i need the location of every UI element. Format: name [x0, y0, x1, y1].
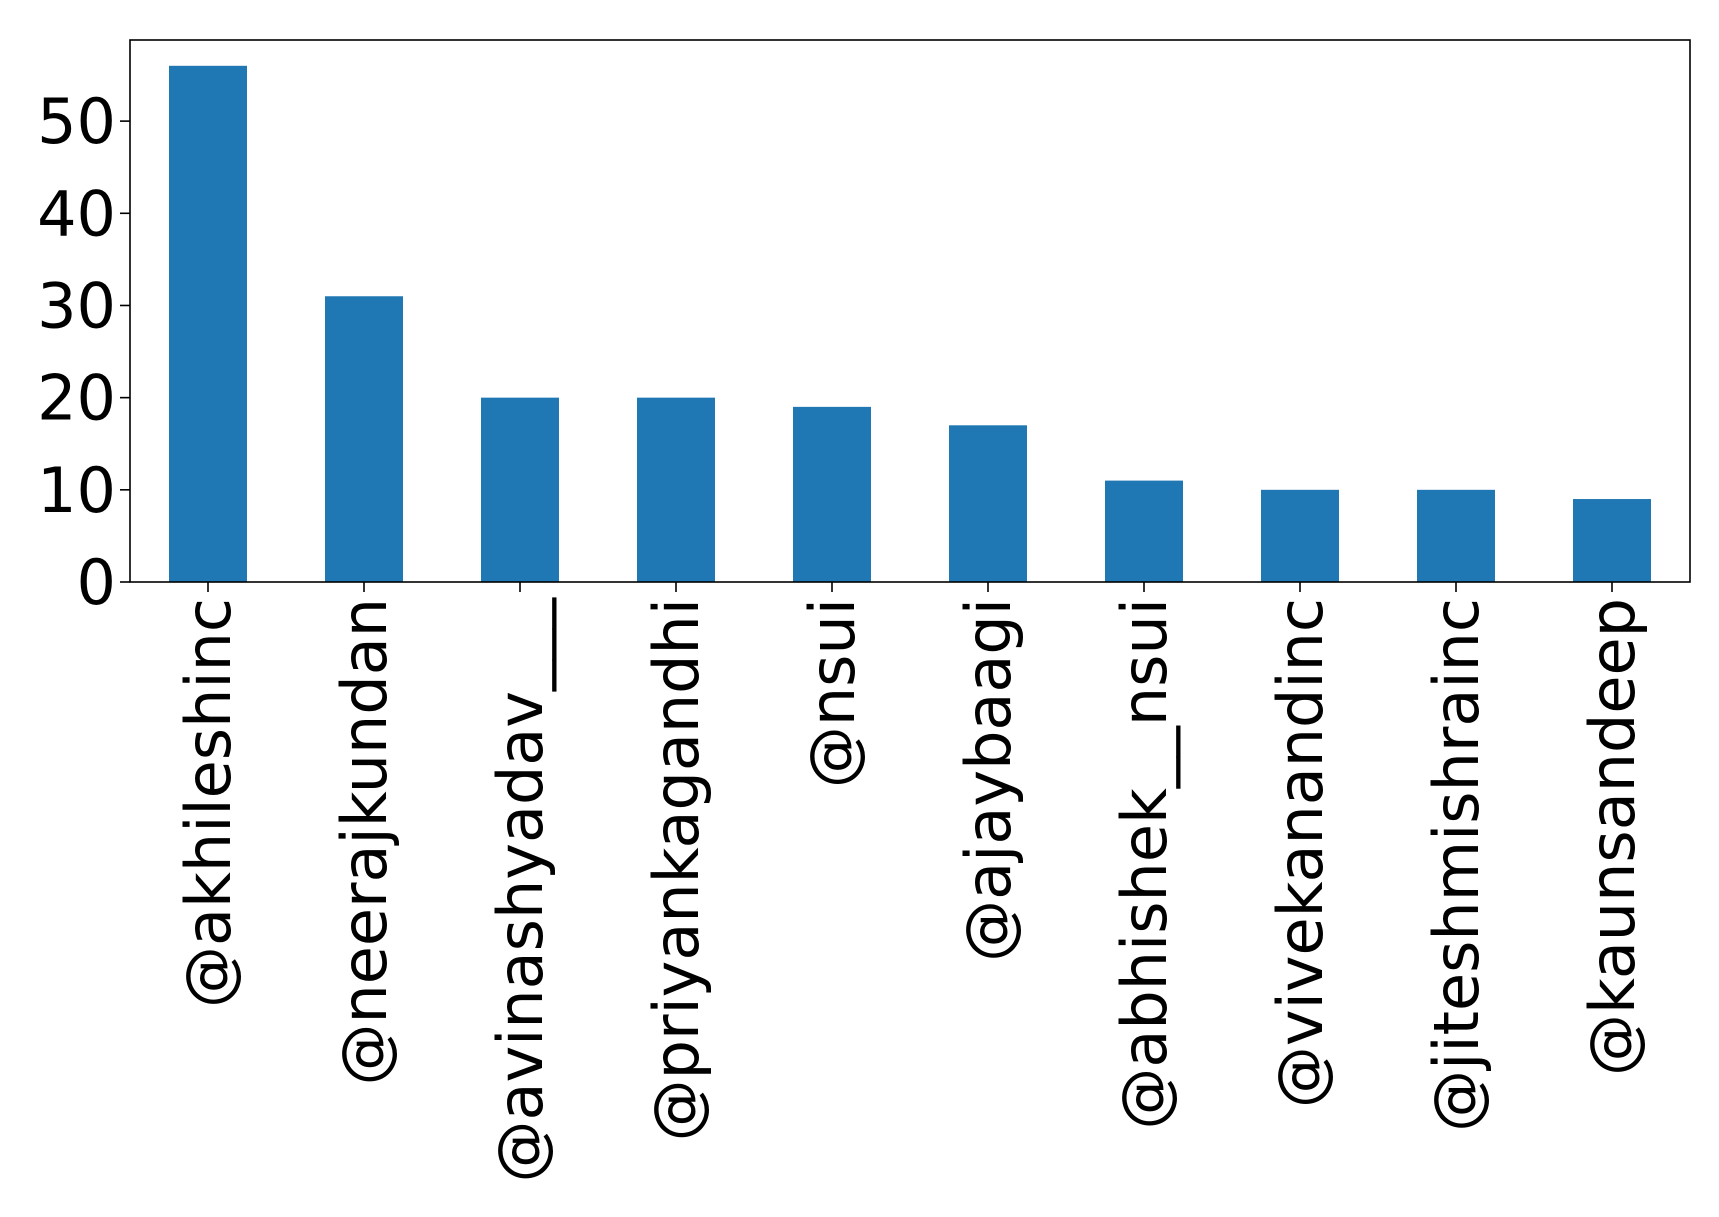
y-tick-label: 0	[77, 546, 116, 619]
x-tick-label: @neerajkundan	[328, 598, 401, 1086]
bar-akhileshinc	[169, 65, 247, 583]
y-tick-label: 50	[37, 85, 116, 158]
y-tick-label: 30	[37, 269, 116, 342]
bar-vivekanandinc	[1261, 489, 1339, 582]
x-tick-label: @akhileshinc	[172, 598, 245, 1008]
x-tick-label: @jiteshmishrainc	[1420, 598, 1493, 1132]
y-axis: 0 10 20 30 40 50	[37, 85, 130, 619]
bars-group	[169, 65, 1651, 583]
x-tick-label: @priyankagandhi	[640, 598, 713, 1141]
bar-jiteshmishrainc	[1417, 489, 1495, 582]
x-tick-label: @nsui	[796, 598, 869, 788]
x-tick-label: @abhishek__nsui	[1108, 598, 1181, 1130]
x-tick-label: @kaunsandeep	[1576, 598, 1649, 1076]
bar-avinashyadav	[481, 397, 559, 582]
x-tick-label: @ajaybaagi	[952, 598, 1025, 962]
y-tick-label: 40	[37, 177, 116, 250]
x-tick-label: @vivekanandinc	[1264, 598, 1337, 1108]
bar-abhishek-nsui	[1105, 480, 1183, 582]
bar-kaunsandeep	[1573, 499, 1651, 582]
x-tick-label: @avinashyadav___	[484, 597, 557, 1183]
y-tick-label: 20	[37, 362, 116, 435]
bar-ajaybaagi	[949, 425, 1027, 582]
bar-priyankagandhi	[637, 397, 715, 582]
plot-frame	[129, 39, 1691, 583]
x-axis: @akhileshinc @neerajkundan @avinashyadav__…	[172, 582, 1649, 1183]
bar-neerajkundan	[325, 296, 403, 582]
bar-nsui	[793, 406, 871, 582]
y-tick-label: 10	[37, 454, 116, 527]
